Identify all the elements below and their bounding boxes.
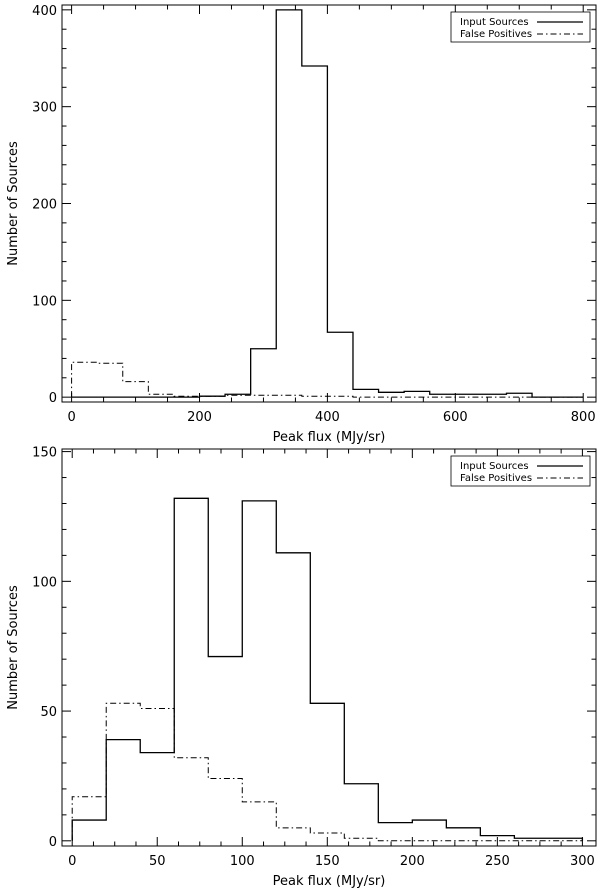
legend: Input Sources False Positives — [450, 455, 591, 487]
y-tick-label: 0 — [49, 391, 57, 406]
series-input-sources — [71, 9, 584, 398]
legend: Input Sources False Positives — [450, 11, 591, 43]
x-tick-label: 50 — [149, 854, 166, 869]
x-tick-label: 400 — [315, 410, 340, 425]
y-tick-label: 50 — [40, 705, 57, 720]
legend-box — [450, 455, 591, 487]
histogram-panel-top: 0 200 400 600 800 0 100 200 300 400 Peak flux (MJ… — [6, 4, 597, 445]
x-tick-label: 0 — [67, 410, 75, 425]
x-axis-label: Peak flux (MJy/sr) — [273, 874, 386, 889]
x-tick-label: 100 — [230, 854, 255, 869]
legend-label-false-positives: False Positives — [460, 29, 532, 40]
legend-box — [450, 11, 591, 43]
legend-label-input-sources: Input Sources — [460, 17, 529, 28]
x-tick-label: 600 — [443, 410, 468, 425]
series-false-positives — [71, 702, 583, 842]
series-input-sources — [71, 497, 584, 841]
histogram-series — [71, 9, 584, 398]
axis-ticks: 0 200 400 600 800 0 100 200 300 400 — [32, 4, 596, 425]
histogram-series — [71, 497, 584, 842]
series-false-positives — [71, 361, 584, 398]
x-axis-label: Peak flux (MJy/sr) — [273, 430, 386, 445]
y-tick-label: 400 — [32, 4, 57, 19]
x-tick-label: 300 — [570, 854, 595, 869]
x-tick-label: 250 — [485, 854, 510, 869]
y-axis-label: Number of Sources — [6, 141, 21, 266]
legend-label-input-sources: Input Sources — [460, 461, 529, 472]
y-tick-label: 150 — [32, 446, 57, 461]
axis-ticks: 0 50 100 150 200 250 300 0 50 100 150 — [32, 446, 596, 869]
x-tick-label: 200 — [400, 854, 425, 869]
y-tick-label: 200 — [32, 198, 57, 213]
y-tick-label: 300 — [32, 101, 57, 116]
histogram-panel-bottom: 0 50 100 150 200 250 300 0 50 100 150 Peak flux (M… — [6, 446, 597, 889]
x-tick-label: 200 — [187, 410, 212, 425]
y-tick-label: 100 — [32, 294, 57, 309]
legend-label-false-positives: False Positives — [460, 473, 532, 484]
x-tick-label: 0 — [68, 854, 76, 869]
x-tick-label: 150 — [315, 854, 340, 869]
plot-frame — [61, 448, 597, 847]
y-axis-label: Number of Sources — [6, 585, 21, 710]
y-tick-label: 0 — [49, 835, 57, 850]
plot-frame — [61, 4, 597, 403]
x-tick-label: 800 — [571, 410, 596, 425]
y-tick-label: 100 — [32, 575, 57, 590]
